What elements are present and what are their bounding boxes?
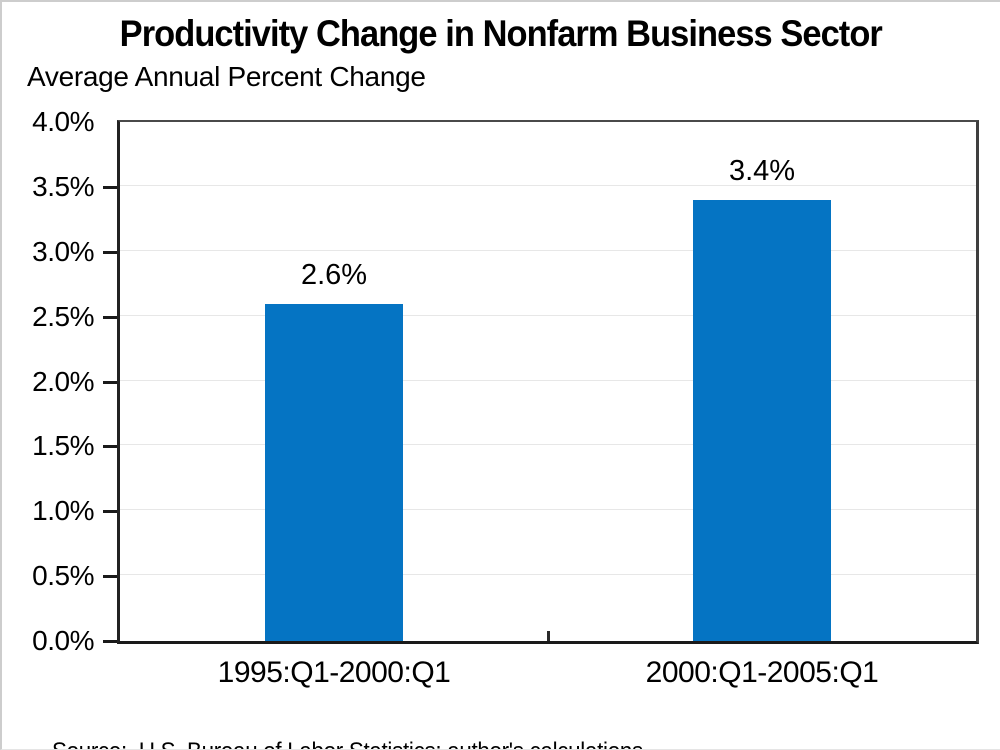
y-axis-tick-label: 2.0%	[32, 365, 94, 397]
y-axis-tick-label: 1.5%	[32, 430, 94, 462]
y-axis-tick	[103, 510, 117, 514]
source-note: Source: U.S. Bureau of Labor Statistics;…	[27, 707, 694, 749]
y-axis-tick	[103, 640, 117, 643]
source-note-text: Source: U.S. Bureau of Labor Statistics;…	[52, 737, 649, 749]
plot-area	[117, 120, 979, 644]
y-axis-tick	[103, 185, 117, 189]
y-axis-tick-label: 0.5%	[32, 560, 94, 592]
y-axis-tick-label: 0.0%	[32, 625, 94, 656]
gridline	[120, 379, 976, 381]
gridline	[120, 509, 976, 511]
y-axis-tick-label: 4.0%	[32, 106, 94, 137]
y-axis-tick	[103, 445, 117, 449]
x-axis-category-label: 2000:Q1-2005:Q1	[645, 656, 879, 689]
y-axis-tick-label: 1.0%	[32, 495, 94, 527]
gridline	[120, 249, 976, 251]
x-axis-category-label: 1995:Q1-2000:Q1	[217, 656, 451, 689]
gridline	[120, 444, 976, 446]
bar-value-label: 3.4%	[728, 154, 796, 187]
x-axis-tick	[547, 631, 550, 641]
y-axis-tick	[103, 250, 117, 254]
y-axis-tick	[103, 380, 117, 384]
chart-title-text: Productivity Change in Nonfarm Business …	[119, 13, 883, 54]
gridline	[120, 314, 976, 316]
y-axis-tick-label: 3.0%	[32, 235, 94, 267]
gridline	[120, 574, 976, 576]
y-axis-tick-label: 2.5%	[32, 300, 94, 332]
chart-title: Productivity Change in Nonfarm Business …	[2, 12, 1000, 56]
bar-value-label: 2.6%	[300, 258, 368, 291]
y-axis-tick-label: 3.5%	[32, 170, 94, 202]
y-axis-tick	[103, 575, 117, 579]
gridline	[120, 184, 976, 186]
chart-subtitle: Average Annual Percent Change	[27, 61, 426, 92]
data-bar	[265, 303, 403, 641]
y-axis-tick	[103, 315, 117, 319]
data-bar	[693, 199, 831, 641]
